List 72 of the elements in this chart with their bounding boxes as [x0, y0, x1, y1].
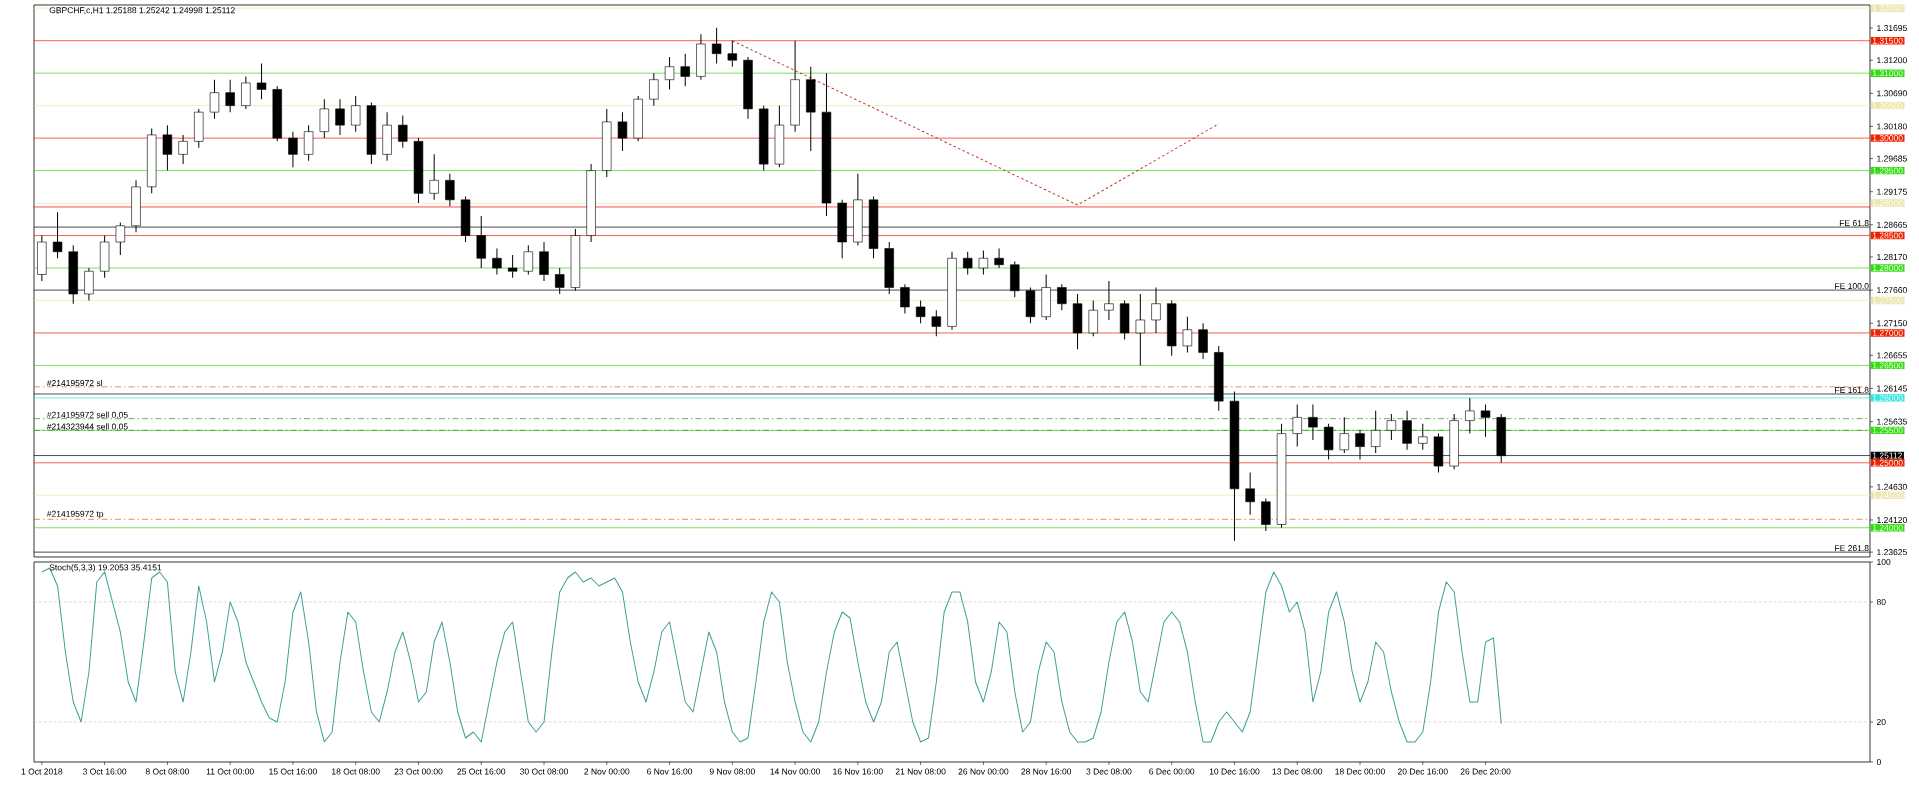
x-tick-label: 18 Oct 08:00: [332, 768, 380, 775]
ref-line-label: 1.28500: [1872, 232, 1903, 239]
x-tick-label: 6 Nov 16:00: [647, 768, 693, 775]
ref-line-label: 1.26500: [1872, 362, 1903, 369]
x-tick-label: 8 Oct 08:00: [145, 768, 190, 775]
ref-line-label: 1.24000: [1872, 524, 1903, 531]
annotation: FE 100.0: [1835, 283, 1869, 290]
ref-line-label: 1.30500: [1872, 102, 1903, 109]
x-tick-label: 20 Dec 16:00: [1397, 768, 1448, 775]
x-tick-label: 9 Nov 08:00: [709, 768, 755, 775]
ref-line-label: #214195972 tp: [46, 510, 104, 519]
x-tick-label: 1 Oct 2018: [21, 768, 63, 775]
ref-line-label: 1.32000: [1872, 5, 1903, 12]
y-tick-label: 1.30690: [1877, 90, 1907, 97]
annotation: FE 61.8: [1839, 220, 1869, 227]
ref-line-label: 1.26000: [1872, 394, 1903, 401]
x-tick-label: 28 Nov 16:00: [1021, 768, 1072, 775]
y-tick-label: 1.30180: [1877, 123, 1907, 130]
y-tick-label: 0: [1876, 758, 1881, 765]
y-tick-label: 1.25635: [1877, 418, 1907, 425]
y-tick-label: 1.24630: [1877, 483, 1907, 490]
x-tick-label: 26 Nov 00:00: [958, 768, 1009, 775]
x-tick-label: 14 Nov 00:00: [770, 768, 821, 775]
y-tick-label: 80: [1876, 598, 1886, 605]
x-tick-label: 6 Dec 00:00: [1149, 768, 1195, 775]
x-tick-label: 2 Nov 00:00: [584, 768, 630, 775]
y-tick-label: 20: [1876, 718, 1886, 725]
ref-line-label: 1.31500: [1872, 37, 1903, 44]
chart-title: Stoch(5,3,3) 19.2053 35.4151: [49, 564, 162, 573]
annotation: FE 161.8: [1835, 386, 1869, 393]
ref-line-label: #214195972 sl: [46, 379, 102, 387]
x-tick-label: 16 Nov 16:00: [833, 768, 883, 775]
y-tick-label: 1.29175: [1877, 188, 1907, 195]
ref-line-label: 1.27000: [1872, 329, 1903, 336]
ref-line-label: 1.30000: [1872, 135, 1903, 142]
ref-line-label: #214195972 sell 0.05: [46, 411, 128, 418]
x-tick-label: 11 Oct 00:00: [206, 768, 254, 775]
ref-line-label: 1.28000: [1872, 265, 1903, 272]
y-tick-label: 100: [1877, 558, 1891, 565]
chart-title: GBPCHF,c,H1 1.25188 1.25242 1.24998 1.25112: [49, 7, 235, 15]
ref-line-label: 1.24500: [1872, 492, 1903, 499]
x-tick-label: 3 Dec 08:00: [1086, 768, 1132, 775]
y-tick-label: 1.23625: [1877, 549, 1907, 556]
x-tick-label: 30 Oct 08:00: [520, 768, 569, 775]
y-tick-label: 1.26145: [1877, 385, 1907, 392]
ref-line-label: 1.31000: [1872, 70, 1903, 77]
x-tick-label: 26 Dec 20:00: [1460, 768, 1511, 775]
x-tick-label: 15 Oct 16:00: [269, 768, 317, 775]
annotation: FE 261.8: [1835, 545, 1869, 552]
ref-line-label: 1.25500: [1872, 427, 1903, 434]
y-tick-label: 1.27660: [1877, 287, 1907, 294]
x-tick-label: 18 Dec 00:00: [1335, 768, 1385, 775]
ref-line-label: 1.25112: [1872, 452, 1902, 459]
y-tick-label: 1.27150: [1877, 320, 1907, 327]
y-tick-label: 1.31695: [1877, 25, 1907, 32]
ref-line-label: 1.29000: [1872, 200, 1903, 207]
ref-line-label: 1.27500: [1872, 297, 1903, 304]
x-tick-label: 21 Nov 08:00: [895, 768, 946, 775]
x-tick-label: 13 Dec 08:00: [1272, 768, 1323, 775]
x-tick-label: 23 Oct 00:00: [394, 768, 443, 775]
y-tick-label: 1.28665: [1877, 221, 1907, 228]
y-tick-label: 1.28170: [1877, 253, 1907, 260]
ref-line-label: 1.29500: [1872, 167, 1903, 174]
y-tick-label: 1.26655: [1877, 352, 1907, 359]
x-tick-label: 25 Oct 16:00: [457, 768, 506, 775]
ref-line-label: 1.25000: [1872, 459, 1903, 466]
y-tick-label: 1.29685: [1877, 155, 1907, 162]
x-tick-label: 3 Oct 16:00: [82, 768, 127, 775]
y-tick-label: 1.24120: [1877, 516, 1907, 523]
ref-line-label: #214323944 sell 0.05: [46, 423, 128, 430]
x-tick-label: 10 Dec 16:00: [1209, 768, 1260, 775]
y-tick-label: 1.31200: [1877, 57, 1907, 64]
